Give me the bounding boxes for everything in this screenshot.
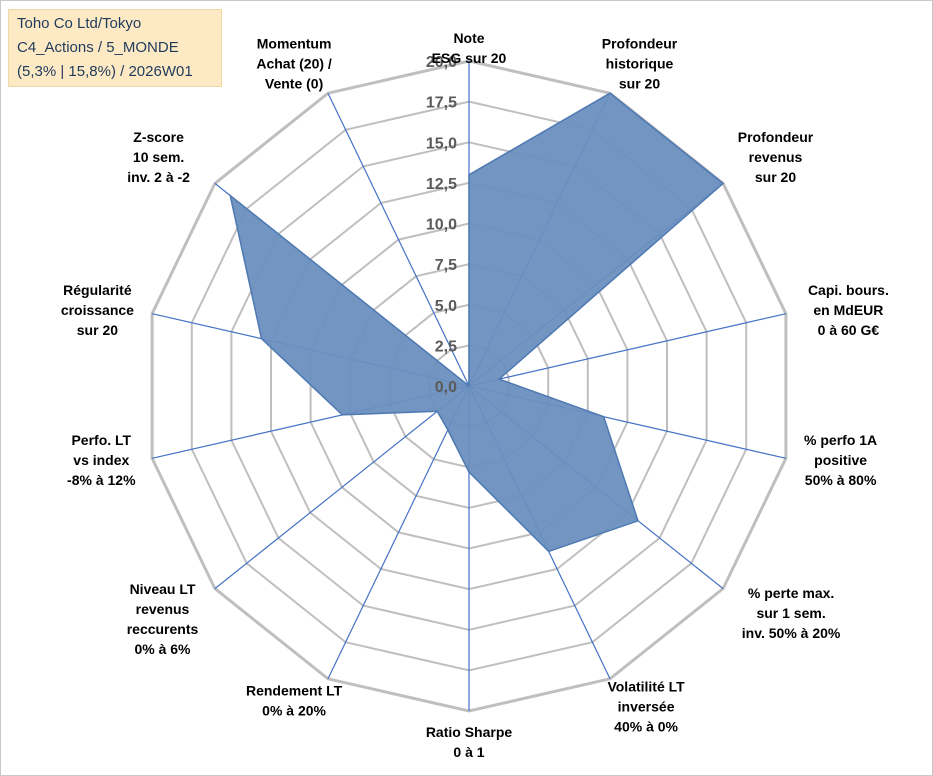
axis-label-line: historique xyxy=(606,55,674,71)
axis-label-line: Achat (20) / xyxy=(256,55,332,71)
axis-label-line: 0 à 1 xyxy=(453,744,484,760)
axis-label: Volatilité LT inversée 40% à 0% xyxy=(607,679,685,735)
axis-label-line: Momentum xyxy=(257,35,332,51)
axis-label-line: % perte max. xyxy=(748,585,834,601)
axis-label-line: inv. 50% à 20% xyxy=(742,625,841,641)
axis-label-line: Z-score xyxy=(133,129,184,145)
axis-label-line: revenus xyxy=(136,601,190,617)
tick-label: 5,0 xyxy=(435,298,457,315)
axis-label-line: Vente (0) xyxy=(265,75,323,91)
radial-tick-labels: 0,0 2,5 5,0 7,5 10,0 12,5 15,0 17,5 20,0 xyxy=(426,54,457,396)
axis-label-line: Capi. bours. xyxy=(808,282,889,298)
axis-label: Niveau LT revenus reccurents 0% à 6% xyxy=(127,581,199,657)
tick-label: 17,5 xyxy=(426,95,457,112)
tick-label: 7,5 xyxy=(435,257,457,274)
axis-label-line: croissance xyxy=(61,302,134,318)
tick-label: 2,5 xyxy=(435,338,457,355)
axis-label: Rendement LT 0% à 20% xyxy=(246,683,343,719)
axis-spoke xyxy=(327,385,470,680)
axis-label-line: positive xyxy=(814,452,867,468)
axis-label-line: inversée xyxy=(618,699,675,715)
axis-label-line: -8% à 12% xyxy=(67,472,136,488)
info-category: C4_Actions / 5_MONDE xyxy=(17,39,179,56)
axis-label-line: % perfo 1A xyxy=(804,432,877,448)
axis-label-line: reccurents xyxy=(127,621,199,637)
axis-label-line: Perfo. LT xyxy=(71,432,131,448)
axis-label-line: sur 1 sem. xyxy=(756,605,825,621)
tick-label: 0,0 xyxy=(435,379,457,396)
axis-label-line: Note xyxy=(453,30,484,46)
axis-label-line: Volatilité LT xyxy=(607,679,685,695)
axis-label-line: 10 sem. xyxy=(133,149,184,165)
axis-label: Capi. bours. en MdEUR 0 à 60 G€ xyxy=(808,282,889,338)
axis-label: Régularité croissance sur 20 xyxy=(61,282,134,338)
axis-label-line: vs index xyxy=(73,452,129,468)
axis-spoke xyxy=(214,385,470,590)
info-period: (5,3% | 15,8%) / 2026W01 xyxy=(17,63,193,80)
tick-label: 12,5 xyxy=(426,176,457,193)
axis-label-line: Niveau LT xyxy=(130,581,196,597)
axis-label-line: Rendement LT xyxy=(246,683,343,699)
axis-label-line: ESG sur 20 xyxy=(432,50,507,66)
axis-label: % perfo 1A positive 50% à 80% xyxy=(804,432,877,488)
info-box: Toho Co Ltd/Tokyo C4_Actions / 5_MONDE (… xyxy=(8,9,222,87)
info-company: Toho Co Ltd/Tokyo xyxy=(17,15,142,32)
axis-label: Perfo. LT vs index -8% à 12% xyxy=(67,432,136,488)
axis-label-line: inv. 2 à -2 xyxy=(127,169,190,185)
axis-label-line: 0% à 6% xyxy=(134,641,191,657)
axis-label-line: 50% à 80% xyxy=(805,472,877,488)
axis-label-line: Profondeur xyxy=(738,129,814,145)
axis-label-line: 0% à 20% xyxy=(262,703,326,719)
tick-label: 15,0 xyxy=(426,135,457,152)
axis-label: Profondeur revenus sur 20 xyxy=(738,129,814,185)
axis-label-line: sur 20 xyxy=(619,75,660,91)
axis-label: Note ESG sur 20 xyxy=(432,30,507,66)
axis-label-line: Profondeur xyxy=(602,35,678,51)
tick-label: 10,0 xyxy=(426,217,457,234)
axis-label-line: revenus xyxy=(749,149,803,165)
axis-label-line: sur 20 xyxy=(77,322,118,338)
axis-label-line: 40% à 0% xyxy=(614,719,678,735)
axis-label-line: en MdEUR xyxy=(813,302,883,318)
axis-spoke xyxy=(468,313,787,387)
axis-label: Profondeur historique sur 20 xyxy=(602,35,678,91)
tick-label: 20,0 xyxy=(426,54,457,71)
axis-label: % perte max. sur 1 sem. inv. 50% à 20% xyxy=(742,585,841,641)
axis-label: Ratio Sharpe 0 à 1 xyxy=(426,724,513,760)
axis-spoke xyxy=(327,92,470,387)
radar-series xyxy=(229,92,725,553)
axis-label: Momentum Achat (20) / Vente (0) xyxy=(256,35,332,91)
axis-label-line: Ratio Sharpe xyxy=(426,724,513,740)
axis-label-line: 0 à 60 G€ xyxy=(818,322,880,338)
axis-labels: Note ESG sur 20 Profondeur historique sur 20… xyxy=(61,30,889,760)
series-area xyxy=(229,92,725,553)
axis-label-line: Régularité xyxy=(63,282,132,298)
axis-label: Z-score 10 sem. inv. 2 à -2 xyxy=(127,129,190,185)
axis-label-line: sur 20 xyxy=(755,169,796,185)
